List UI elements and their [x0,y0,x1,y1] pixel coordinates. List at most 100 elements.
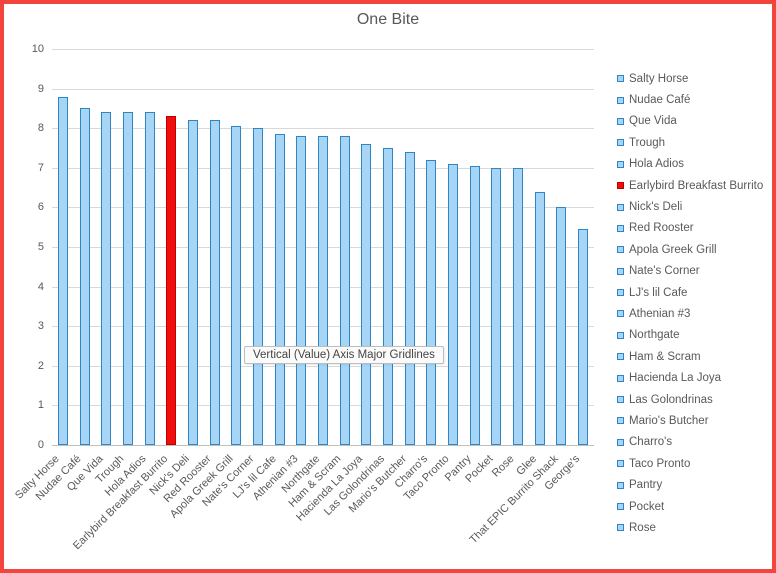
bar-3[interactable] [122,112,133,445]
legend-item-12[interactable]: Northgate [617,325,763,346]
bar-13[interactable] [339,136,350,445]
y-tick-label-10[interactable]: 10 [31,43,44,55]
legend-marker-icon [617,182,624,190]
legend-item-label: Las Golondrinas [629,393,713,406]
legend-item-20[interactable]: Pocket [617,496,763,517]
legend-marker-icon [617,224,624,232]
legend-item-4[interactable]: Hola Adios [617,154,763,175]
legend-item-label: Ham & Scram [629,350,701,363]
legend-marker-icon [617,331,624,339]
legend-item-label: Hacienda La Joya [629,372,722,385]
bar-11[interactable] [296,136,307,445]
gridlines-tooltip: Vertical (Value) Axis Major Gridlines [244,346,444,364]
legend-item-6[interactable]: Nick's Deli [617,196,763,217]
legend-marker-icon [617,203,624,211]
bar-21[interactable] [513,167,524,445]
bar-12[interactable] [318,136,328,445]
legend-item-19[interactable]: Pantry [617,474,763,495]
legend-marker-icon [617,353,624,361]
bar-23[interactable] [556,207,567,445]
legend-item-7[interactable]: Red Rooster [617,218,763,239]
legend-marker-icon [617,460,624,468]
legend-item-label: Northgate [629,329,680,342]
bar-1[interactable] [79,108,90,445]
y-tick-label-4[interactable]: 4 [37,280,44,293]
legend-item-label: Trough [629,136,666,149]
legend-marker-icon [617,246,624,254]
legend-marker-icon [617,310,624,318]
legend-marker-icon [617,117,624,125]
gridline-8[interactable] [52,128,594,130]
legend-marker-icon [617,481,624,489]
y-tick-label-2[interactable]: 2 [37,359,44,372]
y-tick-label-5[interactable]: 5 [37,241,44,253]
bar-7[interactable] [209,120,220,445]
bar-14[interactable] [361,144,372,445]
legend-item-label: Rose [629,521,656,534]
legend-item-0[interactable]: Salty Horse [617,68,763,89]
y-tick-label-8[interactable]: 8 [37,122,44,135]
legend-item-2[interactable]: Que Vida [617,111,763,132]
plot-area: 0 1 2 3 4 5 6 7 8 9 10 Salty Horse Nudae Café Que Vi… [4,4,772,569]
legend-item-17[interactable]: Charro's [617,432,763,453]
legend-item-18[interactable]: Taco Pronto [617,453,763,474]
y-tick-label-7[interactable]: 7 [37,161,44,174]
bar-8[interactable] [231,126,242,445]
bar-22[interactable] [534,191,545,445]
legend-item-label: Earlybird Breakfast Burrito [629,179,764,192]
gridline-10[interactable] [52,49,594,50]
bar-16[interactable] [404,151,415,445]
bar-17[interactable] [426,159,437,445]
bar-4[interactable] [144,112,155,445]
legend-item-10[interactable]: LJ's lil Cafe [617,282,763,303]
legend[interactable]: Salty Horse Nudae Café Que Vida Trough Hola … [617,68,763,539]
bar-15[interactable] [383,148,394,445]
y-tick-label-9[interactable]: 9 [37,82,44,95]
legend-marker-icon [617,96,624,104]
legend-item-11[interactable]: Athenian #3 [617,303,763,324]
legend-item-label: Pocket [629,500,665,513]
y-tick-label-1[interactable]: 1 [37,399,44,412]
y-tick-label-0[interactable]: 0 [37,439,44,451]
bar-19[interactable] [469,165,480,445]
legend-item-label: Athenian #3 [629,307,691,320]
bar-5[interactable] [166,116,177,445]
legend-marker-icon [617,139,624,147]
legend-item-8[interactable]: Apola Greek Grill [617,239,763,260]
legend-item-14[interactable]: Hacienda La Joya [617,367,763,388]
bar-20[interactable] [491,167,502,445]
legend-item-label: Pantry [629,479,663,492]
legend-marker-icon [617,160,624,168]
chart-title[interactable]: One Bite [356,11,420,28]
bar-9[interactable] [252,128,263,445]
legend-item-label: Nate's Corner [629,265,700,278]
legend-item-label: Taco Pronto [629,457,691,470]
legend-item-9[interactable]: Nate's Corner [617,261,763,282]
gridline-9[interactable] [52,88,594,90]
legend-item-21[interactable]: Rose [617,517,763,538]
x-axis-line[interactable] [52,445,594,446]
y-tick-label-3[interactable]: 3 [37,320,44,333]
legend-item-13[interactable]: Ham & Scram [617,346,763,367]
legend-item-15[interactable]: Las Golondrinas [617,389,763,410]
bar-24[interactable] [578,229,589,445]
legend-marker-icon [617,289,624,297]
bar-10[interactable] [274,134,285,445]
bar-0[interactable] [57,96,68,445]
bar-2[interactable] [101,112,112,445]
bar-18[interactable] [448,163,459,445]
x-tick-label-21[interactable]: Rose [490,452,518,480]
bar-6[interactable] [187,120,198,445]
y-tick-label-6[interactable]: 6 [37,201,44,214]
legend-item-label: Nudae Café [629,94,691,107]
legend-item-1[interactable]: Nudae Café [617,89,763,110]
legend-item-label: Salty Horse [629,72,689,85]
legend-item-3[interactable]: Trough [617,132,763,153]
legend-marker-icon [617,374,624,382]
legend-item-label: Red Rooster [629,222,694,235]
legend-item-16[interactable]: Mario's Butcher [617,410,763,431]
legend-item-5[interactable]: Earlybird Breakfast Burrito [617,175,763,196]
legend-marker-icon [617,267,624,275]
legend-item-label: LJ's lil Cafe [629,286,688,299]
